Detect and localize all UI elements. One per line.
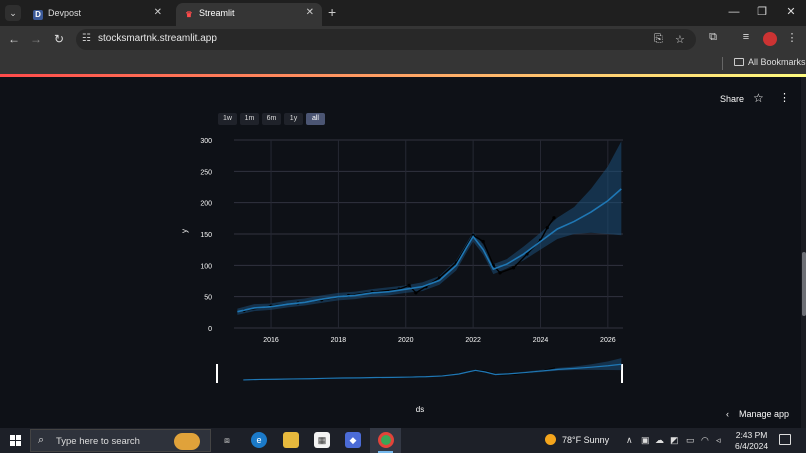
range-button-1y[interactable]: 1y bbox=[284, 113, 303, 125]
windows-start-icon[interactable] bbox=[10, 435, 21, 446]
search-icon: ⌕ bbox=[38, 434, 45, 446]
y-tick-label: 300 bbox=[200, 138, 212, 145]
notification-icon[interactable] bbox=[779, 434, 791, 445]
tab-devpost[interactable]: D Devpost ✕ bbox=[25, 3, 170, 26]
y-tick-label: 200 bbox=[200, 201, 212, 208]
close-tab-icon[interactable]: ✕ bbox=[153, 7, 162, 18]
tray-app-icon[interactable]: ◩ bbox=[670, 435, 679, 445]
mini-forecast-line bbox=[243, 363, 622, 381]
task-view-icon[interactable]: ⧈ bbox=[224, 435, 230, 445]
install-app-icon[interactable]: ⎘ bbox=[654, 33, 663, 45]
active-app-indicator bbox=[378, 451, 393, 453]
site-info-icon[interactable]: ☷ bbox=[82, 33, 91, 44]
range-button-6m[interactable]: 6m bbox=[262, 113, 281, 125]
all-bookmarks-button[interactable]: All Bookmarks bbox=[734, 57, 806, 67]
tray-app-icon[interactable]: ▣ bbox=[641, 435, 650, 445]
profile-avatar-icon[interactable] bbox=[763, 32, 777, 46]
forecast-series-line bbox=[237, 188, 622, 313]
range-button-1w[interactable]: 1w bbox=[218, 113, 237, 125]
cloud-icon[interactable]: ☁ bbox=[655, 435, 664, 445]
copilot-icon[interactable]: ◆ bbox=[345, 432, 361, 448]
tab-search-icon[interactable]: ⌄ bbox=[5, 5, 21, 21]
manage-app-button[interactable]: ‹ Manage app bbox=[726, 409, 789, 419]
reload-icon[interactable]: ↻ bbox=[53, 32, 65, 46]
streamlit-app: Share ☆ ⋮ 1w 1m 6m 1y all 0 50 100 150 200 25… bbox=[0, 77, 806, 428]
weather-text: 78°F Sunny bbox=[562, 435, 610, 445]
range-button-all[interactable]: all bbox=[306, 113, 325, 125]
range-slider-right-handle[interactable] bbox=[621, 364, 623, 383]
y-tick-label: 50 bbox=[204, 295, 212, 302]
close-icon[interactable]: ✕ bbox=[786, 6, 796, 18]
browser-tab-bar: ⌄ D Devpost ✕ ♛ Streamlit ✕ + — ❐ ✕ bbox=[0, 0, 806, 26]
x-tick-label: 2024 bbox=[533, 337, 549, 344]
reading-list-icon[interactable]: ≡ bbox=[742, 31, 750, 43]
close-tab-icon[interactable]: ✕ bbox=[305, 7, 314, 18]
x-tick-label: 2022 bbox=[465, 337, 481, 344]
store-icon[interactable]: ▦ bbox=[314, 432, 330, 448]
y-axis-label: y bbox=[180, 229, 189, 233]
network-icon[interactable]: ◠ bbox=[701, 435, 709, 445]
chevron-left-icon: ‹ bbox=[726, 409, 729, 419]
clock[interactable]: 2:43 PM 6/4/2024 bbox=[735, 430, 768, 452]
streamlit-decoration-line bbox=[0, 74, 806, 77]
y-tick-label: 0 bbox=[208, 326, 212, 333]
edge-icon[interactable]: e bbox=[251, 432, 267, 448]
main-menu-icon[interactable]: ⋮ bbox=[779, 92, 790, 104]
back-icon[interactable]: ← bbox=[8, 32, 20, 46]
restore-icon[interactable]: ❐ bbox=[757, 6, 767, 18]
x-tick-label: 2018 bbox=[331, 337, 347, 344]
tab-label: Streamlit bbox=[199, 8, 235, 18]
sun-icon bbox=[545, 434, 556, 445]
y-tick-label: 250 bbox=[200, 169, 212, 176]
bookmark-star-icon[interactable]: ☆ bbox=[675, 34, 685, 46]
battery-icon[interactable]: ▭ bbox=[686, 435, 695, 445]
devpost-favicon-icon: D bbox=[33, 10, 43, 20]
y-tick-label: 150 bbox=[200, 232, 212, 239]
x-axis-label: ds bbox=[416, 405, 424, 414]
forecast-chart[interactable]: 0 50 100 150 200 250 300 2016 2018 2020 2022 2024 2… bbox=[0, 77, 806, 428]
url-text[interactable]: stocksmartnk.streamlit.app bbox=[98, 33, 217, 44]
all-bookmarks-label: All Bookmarks bbox=[748, 57, 806, 67]
volume-icon[interactable]: ◃ bbox=[716, 435, 721, 445]
share-button[interactable]: Share bbox=[720, 94, 745, 104]
new-tab-icon[interactable]: + bbox=[328, 4, 337, 20]
x-tick-label: 2016 bbox=[263, 337, 279, 344]
search-placeholder: Type here to search bbox=[56, 436, 140, 447]
time-text: 2:43 PM bbox=[735, 430, 768, 440]
weather-widget[interactable]: 78°F Sunny bbox=[545, 434, 609, 445]
range-button-1m[interactable]: 1m bbox=[240, 113, 259, 125]
manage-app-label: Manage app bbox=[739, 409, 790, 419]
chevron-up-icon[interactable]: ∧ bbox=[626, 435, 633, 445]
star-icon[interactable]: ☆ bbox=[753, 91, 764, 105]
streamlit-favicon-icon: ♛ bbox=[185, 10, 193, 19]
forward-icon[interactable]: → bbox=[30, 32, 42, 46]
tab-label: Devpost bbox=[48, 8, 82, 18]
x-tick-label: 2026 bbox=[600, 337, 616, 344]
y-tick-label: 100 bbox=[200, 263, 212, 270]
range-slider-left-handle[interactable] bbox=[216, 364, 218, 383]
minimize-icon[interactable]: — bbox=[728, 6, 740, 18]
address-bar[interactable]: ☷ stocksmartnk.streamlit.app ⎘ ☆ bbox=[76, 29, 696, 50]
bookmarks-divider bbox=[722, 57, 723, 70]
menu-icon[interactable]: ⋮ bbox=[786, 32, 798, 44]
extensions-icon[interactable]: ⧉ bbox=[709, 31, 717, 43]
tab-streamlit[interactable]: ♛ Streamlit ✕ bbox=[176, 3, 322, 26]
taskbar-search[interactable]: ⌕ Type here to search bbox=[30, 429, 211, 452]
taskbar: ⌕ Type here to search ⧈ e ▦ ◆ 78°F Sunny… bbox=[0, 428, 806, 453]
date-text: 6/4/2024 bbox=[735, 441, 769, 451]
scrollbar-thumb[interactable] bbox=[802, 252, 806, 316]
uncertainty-band bbox=[237, 141, 622, 315]
x-tick-label: 2020 bbox=[398, 337, 414, 344]
folder-icon bbox=[734, 58, 744, 66]
search-highlight-icon bbox=[174, 433, 200, 450]
file-explorer-icon[interactable] bbox=[283, 432, 299, 448]
bookmarks-bar: All Bookmarks bbox=[0, 53, 806, 74]
browser-toolbar: ← → ↻ ☷ stocksmartnk.streamlit.app ⎘ ☆ ⧉… bbox=[0, 26, 806, 53]
chrome-icon[interactable] bbox=[378, 432, 394, 448]
